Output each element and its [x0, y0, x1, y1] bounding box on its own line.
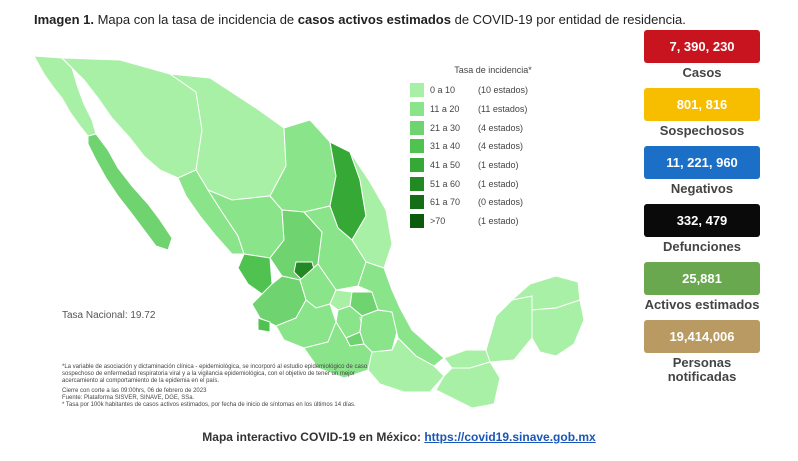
footer: Mapa interactivo COVID-19 en México: htt…: [0, 430, 798, 444]
footer-text: Mapa interactivo COVID-19 en México:: [202, 430, 425, 444]
figure-title: Imagen 1. Mapa con la tasa de incidencia…: [34, 12, 686, 27]
stat-value-box: 332, 479: [644, 204, 760, 237]
state-nayarit: [237, 253, 273, 295]
footer-link[interactable]: https://covid19.sinave.gob.mx: [424, 430, 596, 444]
stat-value-box: 801, 816: [644, 88, 760, 121]
legend-heading: Tasa de incidencia*: [454, 65, 532, 75]
stat-label: Sospechosos: [659, 123, 745, 138]
map-legend: Tasa de incidencia* 0 a 10 (10 estados) 11…: [410, 65, 560, 231]
legend-swatch: [410, 195, 424, 210]
legend-swatch: [410, 158, 424, 173]
legend-item: 61 a 70 (0 estados): [410, 193, 560, 212]
legend-count: (4 estados): [478, 122, 524, 133]
legend-item: 0 a 10 (10 estados): [410, 81, 560, 100]
legend-swatch: [410, 83, 424, 98]
legend-count: (1 estado): [478, 178, 519, 189]
stats-panel: 7, 390, 230 Casos 801, 816 Sospechosos 11, 2…: [640, 30, 764, 384]
state-chiapas: [435, 361, 501, 409]
state-colima: [257, 317, 271, 333]
legend-range: 31 a 40: [430, 141, 461, 152]
mexico-map: [33, 55, 585, 409]
stat-value-box: 7, 390, 230: [644, 30, 760, 63]
stat-label: Personas notificadas: [667, 355, 737, 384]
footnotes: *La variable de asociación y dictaminaci…: [62, 364, 392, 412]
legend-range: 0 a 10: [430, 85, 456, 96]
legend-count: (10 estados): [478, 85, 529, 96]
state-guerrero: [303, 320, 373, 379]
footnote-source: Cierre con corte a las 09:00hrs, 06 de f…: [62, 388, 356, 408]
figure-number: Imagen 1.: [34, 12, 94, 27]
legend-swatch: [410, 139, 424, 154]
legend-swatch: [410, 214, 424, 229]
stat-value-box: 25,881: [644, 262, 760, 295]
legend-swatch: [410, 176, 424, 191]
title-text-2: de COVID-19 por entidad de residencia.: [450, 12, 686, 27]
state-michoacan: [275, 299, 337, 349]
legend-count: (4 estados): [478, 141, 524, 152]
legend-count: (1 estado): [478, 160, 519, 171]
title-text-1: Mapa con la tasa de incidencia de: [93, 12, 298, 27]
footnote-definition: *La variable de asociación y dictaminaci…: [62, 364, 368, 384]
stat-label: Negativos: [670, 181, 734, 196]
stat-label: Activos estimados: [644, 297, 760, 312]
legend-item: 41 a 50 (1 estado): [410, 156, 560, 175]
stat-label: Casos: [682, 65, 722, 80]
legend-range: 61 a 70: [430, 197, 461, 208]
state-campeche: [485, 295, 533, 363]
legend-range: 21 a 30: [430, 122, 461, 133]
legend-count: (11 estados): [478, 104, 528, 115]
legend-item: 21 a 30 (4 estados): [410, 118, 560, 137]
legend-count: (0 estados): [478, 197, 524, 208]
title-bold: casos activos estimados: [297, 12, 451, 27]
legend-item: 11 a 20 (11 estados): [410, 100, 560, 119]
state-quintana-roo: [531, 299, 585, 357]
legend-item: >70 (1 estado): [410, 212, 560, 231]
legend-item: 51 a 60 (1 estado): [410, 174, 560, 193]
legend-count: (1 estado): [478, 216, 519, 227]
legend-range: >70: [430, 216, 446, 227]
legend-range: 41 a 50: [430, 160, 461, 171]
tasa-nacional: Tasa Nacional: 19.72: [62, 310, 156, 321]
stat-value-box: 19,414,006: [644, 320, 760, 353]
legend-swatch: [410, 102, 424, 117]
stat-label: Defunciones: [662, 239, 741, 254]
legend-range: 51 a 60: [430, 178, 461, 189]
legend-swatch: [410, 120, 424, 135]
state-baja-california-sur: [87, 133, 173, 251]
legend-item: 31 a 40 (4 estados): [410, 137, 560, 156]
stat-value-box: 11, 221, 960: [644, 146, 760, 179]
legend-range: 11 a 20: [430, 104, 460, 115]
